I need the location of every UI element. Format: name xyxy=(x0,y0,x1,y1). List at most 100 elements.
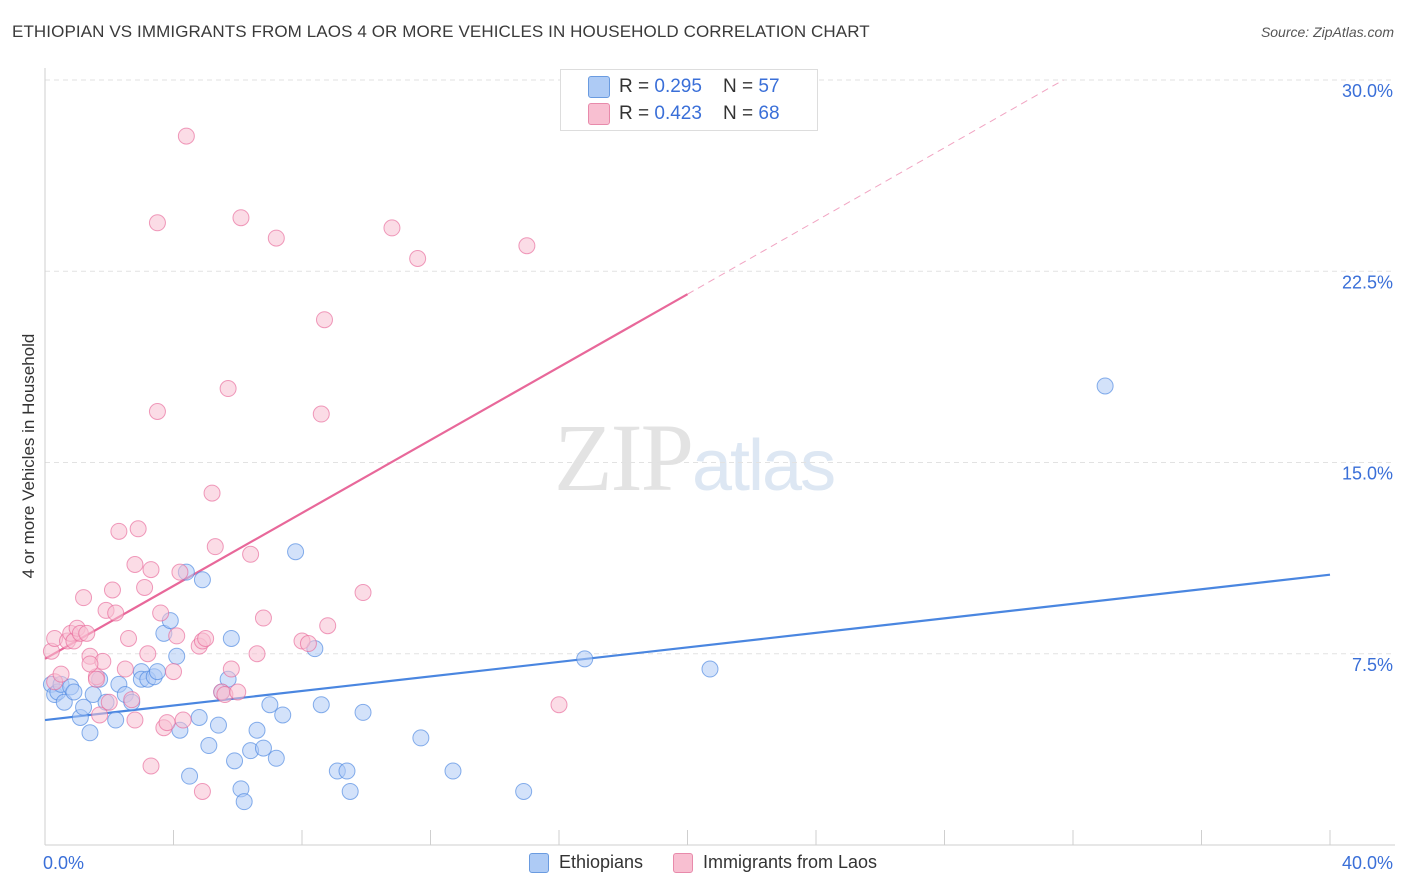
data-point xyxy=(242,545,260,563)
data-point xyxy=(75,698,93,716)
data-point xyxy=(287,543,305,561)
data-point xyxy=(107,711,125,729)
data-point xyxy=(206,538,224,556)
stats-swatch-laos xyxy=(588,103,610,125)
data-point xyxy=(261,696,279,714)
y-tick-label: 15.0% xyxy=(1342,464,1393,484)
data-point xyxy=(409,250,427,267)
data-point xyxy=(254,609,272,627)
n-value-laos: 68 xyxy=(758,103,780,124)
data-point xyxy=(107,604,125,622)
data-point xyxy=(158,714,176,732)
data-point xyxy=(87,670,105,688)
data-point xyxy=(267,749,285,767)
data-point xyxy=(126,711,144,729)
data-point xyxy=(181,767,199,785)
data-point xyxy=(219,380,237,398)
data-point xyxy=(123,691,141,709)
data-point xyxy=(515,782,533,800)
data-point xyxy=(222,629,240,647)
data-point xyxy=(193,782,211,800)
data-point xyxy=(110,522,128,540)
axes xyxy=(44,68,1395,846)
series-ethiopians xyxy=(42,377,1114,811)
legend-item-laos[interactable]: Immigrants from Laos xyxy=(673,852,877,873)
r-value-ethiopians: 0.295 xyxy=(654,76,702,97)
data-point xyxy=(116,660,134,678)
data-point xyxy=(383,219,401,237)
data-point xyxy=(81,655,99,673)
data-point xyxy=(354,584,372,602)
data-point xyxy=(312,696,330,714)
data-point xyxy=(165,663,182,681)
data-point xyxy=(222,660,240,678)
legend-label-ethiopians: Ethiopians xyxy=(558,852,643,872)
grid-lines xyxy=(45,79,1395,655)
data-point xyxy=(226,752,244,770)
data-point xyxy=(136,578,154,596)
data-point xyxy=(168,627,186,645)
data-point xyxy=(103,581,121,599)
tick-labels: 7.5% 15.0% 22.5% 30.0% 0.0% 40.0% xyxy=(43,81,1393,873)
data-point xyxy=(193,571,211,589)
data-point xyxy=(576,650,594,668)
data-point xyxy=(229,683,247,701)
x-tick-label: 0.0% xyxy=(43,853,84,873)
data-point xyxy=(52,665,70,683)
data-point xyxy=(1096,377,1114,395)
r-value-laos: 0.423 xyxy=(654,103,702,124)
data-point xyxy=(152,604,170,622)
stats-row-laos: R = 0.423 N = 68 xyxy=(561,100,817,128)
data-point xyxy=(315,311,333,329)
data-point xyxy=(299,635,317,653)
legend-swatch-laos xyxy=(673,852,693,873)
data-point xyxy=(319,617,337,635)
data-point xyxy=(248,721,266,739)
data-point xyxy=(209,716,227,734)
stats-swatch-ethiopians xyxy=(588,76,610,98)
data-point xyxy=(148,663,166,681)
source-credit: Source: ZipAtlas.com xyxy=(1260,24,1394,40)
data-point xyxy=(274,706,292,724)
data-point xyxy=(91,706,109,724)
data-point xyxy=(312,405,330,423)
y-axis-label: 4 or more Vehicles in Household xyxy=(19,333,38,579)
trend-line-ethiopians xyxy=(44,573,1331,722)
data-point xyxy=(120,629,138,647)
data-point xyxy=(148,214,166,232)
data-point xyxy=(177,127,195,145)
data-point xyxy=(701,660,719,678)
data-point xyxy=(444,762,462,780)
data-point xyxy=(248,645,266,663)
data-point xyxy=(197,629,215,647)
data-point xyxy=(412,729,430,747)
data-point xyxy=(235,793,253,811)
data-point xyxy=(75,589,93,607)
chart-title: ETHIOPIAN VS IMMIGRANTS FROM LAOS 4 OR M… xyxy=(12,22,870,41)
data-point xyxy=(550,696,568,714)
stats-legend: R = 0.295 N = 57 R = 0.423 N = 68 xyxy=(560,69,818,131)
trend-line-laos xyxy=(44,293,689,660)
data-point xyxy=(126,556,144,573)
data-points xyxy=(42,127,1114,811)
data-point xyxy=(78,624,96,642)
data-point xyxy=(171,563,189,581)
n-label: N = xyxy=(723,76,759,97)
data-point xyxy=(65,683,83,701)
data-point xyxy=(142,757,160,775)
data-point xyxy=(129,520,147,538)
legend-item-ethiopians[interactable]: Ethiopians xyxy=(528,852,643,873)
data-point xyxy=(148,403,166,420)
legend-swatch-ethiopians xyxy=(528,852,549,873)
series-laos xyxy=(42,127,568,800)
data-point xyxy=(174,711,192,729)
y-tick-label: 30.0% xyxy=(1342,81,1393,101)
data-point xyxy=(203,484,221,502)
r-label: R = xyxy=(619,76,655,97)
x-tick-label: 40.0% xyxy=(1342,853,1393,873)
legend-label-laos: Immigrants from Laos xyxy=(703,852,878,872)
n-label: N = xyxy=(723,103,759,124)
data-point xyxy=(338,762,356,780)
data-point xyxy=(168,647,186,665)
